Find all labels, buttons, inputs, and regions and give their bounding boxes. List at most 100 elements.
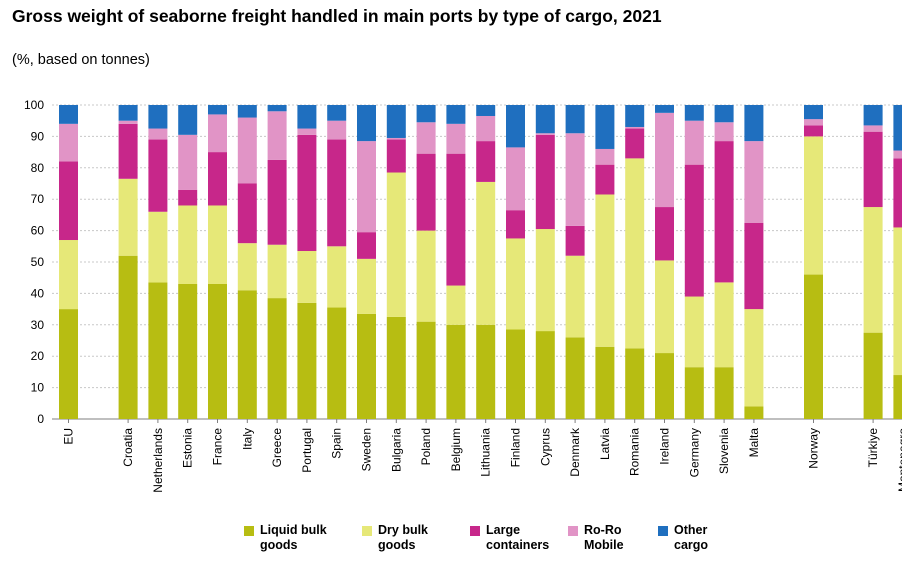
bar-segment [208, 283, 227, 419]
y-tick-label: 90 [31, 129, 45, 143]
bar-segment [565, 255, 585, 338]
bar-segment [386, 105, 406, 138]
bar-segment [744, 309, 764, 407]
bar-segment [118, 120, 138, 124]
bar-segment [506, 238, 525, 330]
bar-segment [59, 123, 78, 162]
bar-group [148, 105, 168, 419]
bar-segment [625, 128, 645, 159]
bar-segment [535, 331, 555, 419]
bar-segment [118, 123, 138, 179]
x-tick-label: Greece [270, 428, 284, 468]
x-tick-label: Montenegro [896, 428, 902, 492]
bar-segment [148, 128, 168, 140]
x-tick-label: Croatia [121, 428, 135, 467]
bar-segment [237, 243, 257, 291]
bar-segment [863, 332, 883, 419]
bar-segment [297, 302, 317, 419]
bar-group [237, 105, 257, 419]
x-tick-label: EU [62, 428, 76, 445]
y-tick-label: 60 [31, 224, 45, 238]
y-tick-label: 50 [31, 255, 45, 269]
bar-segment [625, 105, 645, 127]
bar-group [446, 105, 466, 419]
bar-segment [267, 159, 287, 245]
legend-item: Other cargo [658, 523, 708, 553]
bar-segment [386, 139, 406, 173]
x-tick-label: Malta [747, 428, 761, 458]
x-tick-label: Lithuania [479, 428, 493, 477]
y-tick-label: 10 [31, 381, 45, 395]
legend-label: Dry bulk goods [378, 523, 429, 552]
bar-segment [118, 255, 138, 419]
x-tick-label: Bulgaria [389, 428, 403, 472]
bar-segment [714, 367, 734, 419]
bar-segment [804, 105, 823, 120]
bar-segment [744, 222, 764, 310]
bar-group [804, 105, 823, 419]
bar-segment [178, 283, 198, 419]
bar-segment [893, 227, 902, 376]
bar-segment [357, 313, 376, 419]
bar-segment [237, 105, 257, 118]
bar-segment [655, 112, 674, 208]
bar-group [208, 105, 227, 419]
x-tick-label: Poland [419, 428, 433, 465]
bar-segment [684, 367, 704, 419]
bar-segment [476, 324, 496, 419]
bar-group [535, 105, 555, 419]
x-tick-label: Norway [807, 428, 821, 469]
bar-segment [744, 105, 764, 142]
bar-segment [327, 120, 347, 140]
bar-segment [625, 158, 645, 349]
bar-group [684, 105, 704, 419]
bar-group [178, 105, 198, 419]
y-tick-label: 80 [31, 161, 45, 175]
x-tick-label: Germany [687, 428, 701, 477]
bar-segment [476, 181, 496, 325]
bar-group [893, 105, 902, 419]
bar-segment [327, 307, 347, 419]
x-tick-label: Romania [628, 428, 642, 476]
bar-segment [59, 161, 78, 241]
bar-segment [565, 225, 585, 256]
bar-segment [863, 131, 883, 208]
bar-segment [357, 105, 376, 142]
bar-segment [893, 105, 902, 151]
legend-label: Other cargo [674, 523, 709, 552]
bar-group [744, 105, 764, 419]
legend-item: Large containers [470, 523, 549, 553]
bar-segment [744, 141, 764, 223]
bar-group [297, 105, 317, 419]
bar-segment [684, 120, 704, 165]
bar-segment [297, 105, 317, 129]
bar-segment [118, 178, 138, 256]
chart-title: Gross weight of seaborne freight handled… [12, 6, 662, 26]
y-tick-label: 70 [31, 192, 45, 206]
bar-segment [893, 150, 902, 159]
bar-segment [416, 230, 436, 322]
bar-segment [148, 211, 168, 283]
bar-segment [148, 105, 168, 129]
x-tick-label: Sweden [360, 428, 374, 471]
bar-group [625, 105, 645, 419]
x-tick-label: Estonia [181, 428, 195, 468]
bar-segment [893, 158, 902, 228]
x-tick-label: Cyprus [538, 428, 552, 466]
bar-segment [59, 309, 78, 419]
legend-label: Ro-Ro Mobile [584, 523, 624, 552]
y-tick-label: 100 [24, 98, 44, 112]
bar-segment [684, 164, 704, 297]
x-tick-label: Portugal [300, 428, 314, 473]
chart-legend: Liquid bulk goods Dry bulk goods Large con… [0, 523, 902, 559]
bar-segment [595, 164, 615, 195]
bar-group [267, 105, 287, 419]
legend-item: Dry bulk goods [362, 523, 428, 553]
x-tick-label: Denmark [568, 427, 582, 477]
bar-segment [804, 274, 823, 419]
bar-segment [506, 329, 525, 419]
legend-label: Liquid bulk goods [260, 523, 327, 552]
bar-segment [565, 105, 585, 134]
bar-segment [595, 346, 615, 419]
bar-segment [267, 111, 287, 160]
